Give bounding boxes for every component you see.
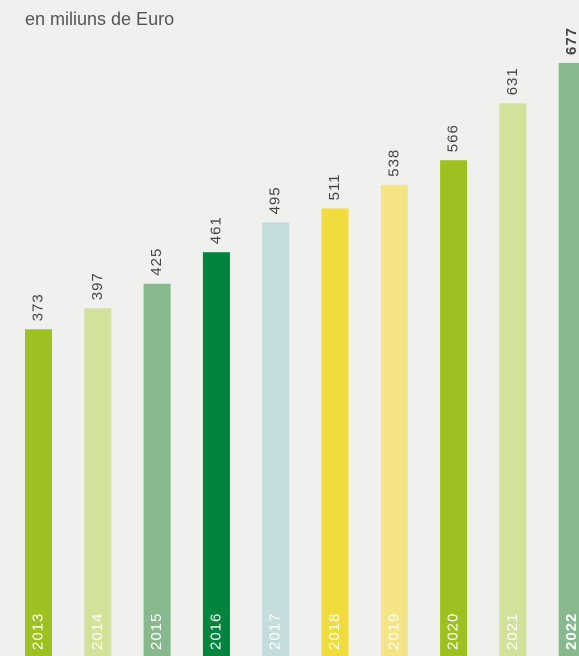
category-label: 2015 <box>148 613 165 650</box>
value-label: 566 <box>445 124 462 152</box>
category-label: 2018 <box>326 613 343 650</box>
value-label: 538 <box>385 149 402 177</box>
value-label: 461 <box>207 216 224 244</box>
value-label: 677 <box>563 27 579 55</box>
bar <box>499 103 527 656</box>
bar <box>143 283 171 656</box>
category-label: 2022 <box>563 613 579 650</box>
value-label: 425 <box>148 248 165 276</box>
category-label: 2014 <box>89 613 106 650</box>
category-label: 2019 <box>385 613 402 650</box>
bar <box>440 160 468 656</box>
category-label: 2013 <box>29 613 46 650</box>
bar <box>380 184 408 656</box>
category-label: 2020 <box>445 613 462 650</box>
bar <box>262 222 290 656</box>
category-label: 2016 <box>207 613 224 650</box>
chart-title: en miliuns de Euro <box>25 9 174 29</box>
value-label: 631 <box>504 67 521 95</box>
value-label: 397 <box>89 272 106 300</box>
bar <box>321 208 349 656</box>
value-label: 495 <box>267 186 284 214</box>
value-label: 373 <box>29 293 46 321</box>
bar <box>84 308 112 656</box>
value-label: 511 <box>326 173 343 200</box>
bar <box>25 329 52 656</box>
bar <box>558 63 579 656</box>
category-label: 2021 <box>504 613 521 650</box>
bar <box>202 252 230 656</box>
category-label: 2017 <box>267 613 284 650</box>
